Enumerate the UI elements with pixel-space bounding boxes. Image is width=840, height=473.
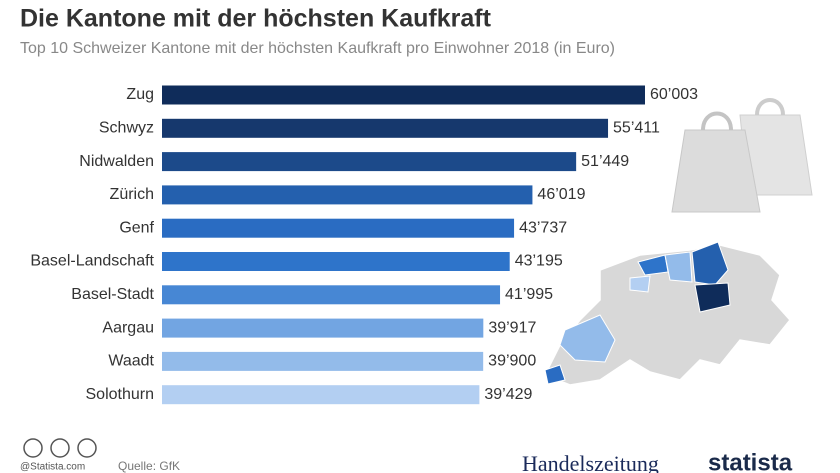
value-label: 39’917 <box>488 319 536 336</box>
value-label: 55’411 <box>613 120 660 137</box>
value-label: 41’995 <box>505 286 553 303</box>
bar <box>162 85 645 105</box>
map-switzerland <box>543 241 791 386</box>
value-label: 43’195 <box>515 253 563 270</box>
category-label: Genf <box>119 219 154 236</box>
category-label: Zug <box>126 86 154 103</box>
category-label: Basel-Stadt <box>71 286 154 303</box>
category-label: Zürich <box>110 186 154 203</box>
bar <box>162 152 577 172</box>
category-label: Aargau <box>102 319 154 336</box>
value-label: 51’449 <box>581 153 629 170</box>
chart-subtitle: Top 10 Schweizer Kantone mit der höchste… <box>20 40 615 57</box>
category-label: Solothurn <box>86 386 155 403</box>
cc-icons <box>23 438 97 458</box>
logo-handelszeitung: Handelszeitung <box>522 451 659 473</box>
value-label: 46’019 <box>537 186 585 203</box>
bar <box>162 351 484 371</box>
category-label: Waadt <box>108 353 154 370</box>
category-label: Basel-Landschaft <box>30 253 154 270</box>
bar <box>162 252 510 271</box>
chart-title: Die Kantone mit der höchsten Kaufkraft <box>20 5 492 33</box>
value-label: 39’900 <box>488 353 536 370</box>
bar <box>162 285 501 305</box>
value-label: 43’737 <box>519 219 567 236</box>
category-label: Schwyz <box>99 120 154 137</box>
source: Quelle: GfK <box>118 459 180 473</box>
bar <box>162 118 609 138</box>
bar <box>162 218 515 238</box>
value-label: 60’003 <box>650 86 698 103</box>
logo-statista: statista <box>708 449 793 473</box>
value-label: 39’429 <box>484 386 532 403</box>
bar <box>162 385 480 405</box>
bar <box>162 185 533 205</box>
category-label: Nidwalden <box>79 153 154 170</box>
bar <box>162 318 484 338</box>
credit: @Statista.com <box>20 462 85 473</box>
shopping-bags <box>671 98 813 213</box>
